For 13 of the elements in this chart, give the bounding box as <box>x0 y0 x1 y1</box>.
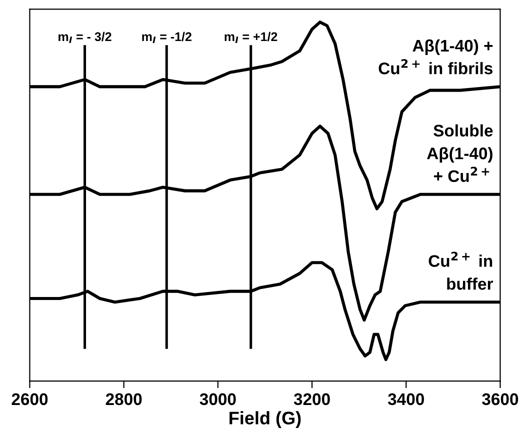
annotation: m$_{I}$ = +1/2 <box>224 32 278 44</box>
x-axis-title: Field (G) <box>230 411 301 428</box>
series-label: Cu$^{2+}$ in buffer <box>428 252 494 290</box>
x-tick-label: 2800 <box>106 393 142 406</box>
series-label: Aβ(1-40) + Cu$^{2+}$ in fibrils <box>378 39 493 74</box>
x-tick-label: 3200 <box>294 393 330 406</box>
series-label: Soluble Aβ(1-40) + Cu$^{2+}$ <box>427 124 493 182</box>
x-tick-label: 3000 <box>200 393 236 406</box>
x-tick-label: 3400 <box>388 393 424 406</box>
x-tick-label: 3600 <box>482 393 518 406</box>
x-tick-label: 2600 <box>12 393 48 406</box>
annotation: m$_{I}$ = - 3/2 <box>58 32 112 44</box>
annotation: m$_{I}$ = -1/2 <box>142 32 192 44</box>
